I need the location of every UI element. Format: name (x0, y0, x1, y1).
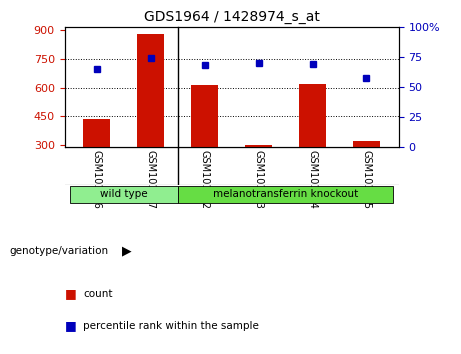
Text: genotype/variation: genotype/variation (9, 246, 108, 256)
Bar (353, 141, 380, 147)
Text: melanotransferrin knockout: melanotransferrin knockout (213, 189, 358, 199)
Text: GSM101415: GSM101415 (361, 150, 372, 209)
Bar (299, 84, 326, 147)
Text: count: count (83, 289, 112, 299)
Bar (83, 119, 110, 147)
Text: GSM101412: GSM101412 (200, 150, 210, 209)
Text: ■: ■ (65, 287, 76, 300)
Bar (191, 85, 218, 147)
Text: GSM101417: GSM101417 (146, 150, 156, 209)
Text: percentile rank within the sample: percentile rank within the sample (83, 321, 259, 331)
Bar (178, 185, 393, 202)
Text: wild type: wild type (100, 189, 148, 199)
Bar (137, 34, 164, 147)
Title: GDS1964 / 1428974_s_at: GDS1964 / 1428974_s_at (144, 10, 319, 24)
Text: GSM101413: GSM101413 (254, 150, 264, 209)
Bar (245, 145, 272, 147)
Text: GSM101416: GSM101416 (92, 150, 102, 209)
Text: ▶: ▶ (122, 245, 132, 258)
Text: ■: ■ (65, 319, 76, 332)
Text: GSM101414: GSM101414 (307, 150, 318, 209)
Bar (70, 185, 178, 202)
